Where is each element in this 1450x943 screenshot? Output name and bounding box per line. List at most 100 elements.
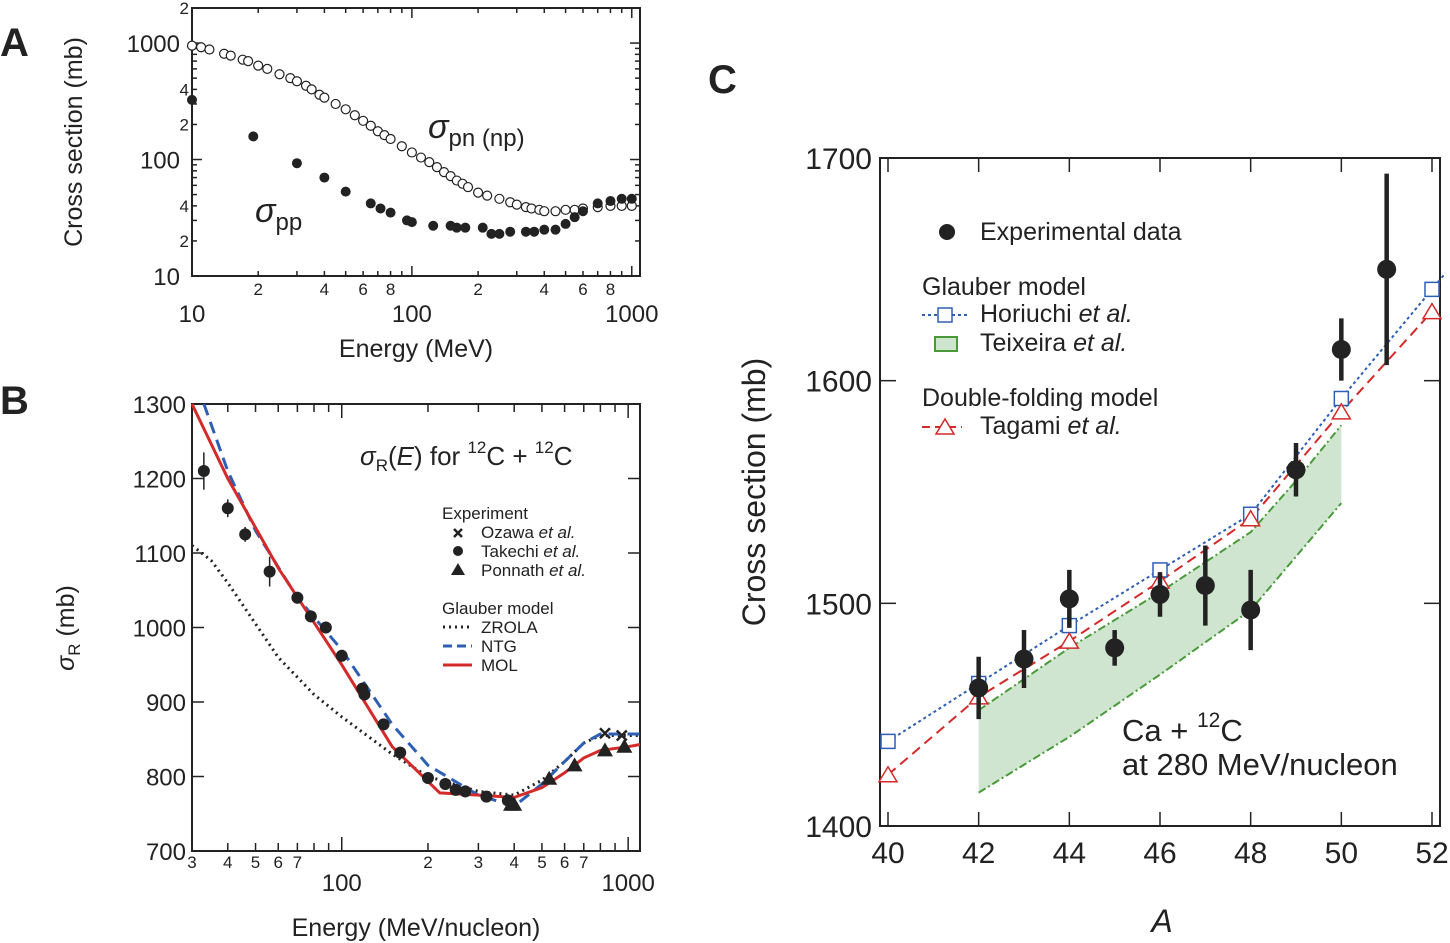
pp-data-point — [569, 212, 580, 223]
panel-c-ylabel: Cross section (mb) — [736, 358, 772, 627]
pn-data-point — [274, 69, 285, 80]
x-tick-label: 42 — [962, 837, 995, 870]
horiuchi-legend-marker — [937, 307, 953, 323]
panel-b-ylabel: σR (mb) — [52, 585, 84, 671]
ponnath-data-point — [596, 742, 613, 757]
experimental-data-point — [1331, 339, 1351, 359]
x-tick-label-minor: 4 — [509, 853, 518, 872]
experimental-data-point — [1014, 649, 1034, 669]
pp-data-point — [406, 217, 417, 228]
tagami-marker — [1421, 302, 1443, 320]
x-tick-label-minor: 4 — [540, 280, 549, 299]
annotation-sigma-pn: σpn (np) — [428, 108, 525, 152]
pp-data-point — [460, 222, 471, 233]
legend-ntg: NTG — [481, 637, 517, 656]
legend-header-glauber: Glauber model — [442, 599, 554, 618]
ponnath-data-point — [616, 738, 633, 753]
y-tick-label: 1500 — [805, 588, 872, 621]
x-tick-label: 1000 — [605, 301, 658, 328]
pp-data-point — [560, 218, 571, 229]
pn-data-point — [539, 206, 550, 217]
legend-teixeira: Teixeira et al. — [980, 329, 1127, 357]
pn-data-point — [365, 120, 376, 131]
ozawa-legend-marker — [453, 528, 463, 538]
pn-data-point — [330, 98, 341, 110]
horiuchi-marker — [1424, 281, 1440, 298]
takechi-data-point — [304, 610, 317, 623]
pp-data-point — [451, 222, 462, 233]
pn-data-point — [424, 157, 435, 168]
x-tick-label-minor: 5 — [251, 853, 260, 872]
panel-c-xlabel: A — [1149, 903, 1172, 939]
tagami-marker — [1240, 509, 1261, 527]
pn-data-point — [385, 133, 396, 145]
ozawa-data-point — [615, 729, 628, 742]
zrola-curve — [191, 544, 640, 797]
x-tick-label: 46 — [1143, 837, 1176, 870]
x-tick-label-minor: 7 — [579, 853, 588, 872]
panel-a-xlabel: Energy (MeV) — [339, 335, 493, 363]
x-tick-label: 44 — [1053, 837, 1086, 870]
pp-data-point — [187, 94, 197, 105]
panel-label-b: B — [0, 379, 29, 423]
pp-data-point — [577, 206, 588, 217]
takechi-data-point — [239, 528, 252, 541]
pn-data-point — [243, 56, 254, 67]
y-tick-label: 700 — [146, 839, 186, 866]
x-tick-label: 48 — [1234, 837, 1267, 870]
pn-data-point — [196, 42, 207, 53]
horiuchi-line — [887, 272, 1447, 743]
y-tick-label: 800 — [146, 765, 186, 792]
tagami-marker — [1331, 402, 1352, 420]
takechi-data-point — [291, 591, 304, 604]
y-tick-label: 10 — [153, 264, 180, 291]
tagami-line — [887, 310, 1433, 776]
x-tick-label-minor: 2 — [253, 280, 262, 299]
experimental-data-point — [1241, 600, 1261, 620]
pp-data-point — [477, 222, 488, 233]
experimental-legend-marker — [939, 224, 955, 240]
pn-data-point — [560, 204, 571, 215]
x-tick-label-minor: 4 — [320, 280, 329, 299]
ponnath-data-point — [506, 796, 523, 811]
x-tick-label-minor: 6 — [578, 280, 587, 299]
ponnath-data-point — [566, 757, 583, 772]
legend-header-glauber: Glauber model — [922, 273, 1086, 301]
pn-data-point — [358, 115, 369, 126]
pp-data-point — [605, 196, 616, 207]
pn-data-point — [406, 147, 417, 158]
tagami-legend-marker — [934, 417, 956, 435]
y-tick-label: 1000 — [133, 616, 186, 643]
takechi-legend-marker — [453, 546, 463, 556]
y-tick-label-minor: 4 — [180, 80, 189, 99]
y-tick-label: 1200 — [133, 467, 186, 494]
panel-label-a: A — [0, 21, 29, 65]
legend-ponnath: Ponnath et al. — [481, 561, 586, 580]
x-tick-label-minor: 3 — [474, 853, 483, 872]
y-tick-label: 1600 — [805, 366, 872, 399]
annotation-sigma-pp: σpp — [255, 192, 302, 236]
pp-data-point — [486, 228, 497, 239]
legend-mol: MOL — [481, 656, 518, 675]
takechi-data-point — [449, 783, 462, 796]
x-tick-label-minor: 5 — [537, 853, 546, 872]
pn-data-point — [291, 76, 303, 87]
pn-data-point — [306, 84, 317, 95]
pn-data-point — [494, 193, 505, 204]
experimental-data-point — [1286, 460, 1306, 480]
experimental-data-point — [1195, 576, 1215, 596]
panel-b-plot-frame — [191, 403, 641, 852]
takechi-data-point — [263, 565, 276, 578]
pp-data-point — [592, 198, 603, 209]
pp-data-point — [428, 220, 439, 231]
pp-data-point — [626, 193, 637, 204]
horiuchi-marker — [880, 733, 896, 750]
x-tick-label: 40 — [871, 837, 904, 870]
takechi-data-point — [221, 502, 234, 515]
legend-horiuchi: Horiuchi et al. — [980, 300, 1133, 328]
y-tick-label: 1700 — [805, 143, 872, 176]
pn-data-point — [396, 141, 407, 152]
y-tick-label-minor: 2 — [180, 232, 189, 251]
